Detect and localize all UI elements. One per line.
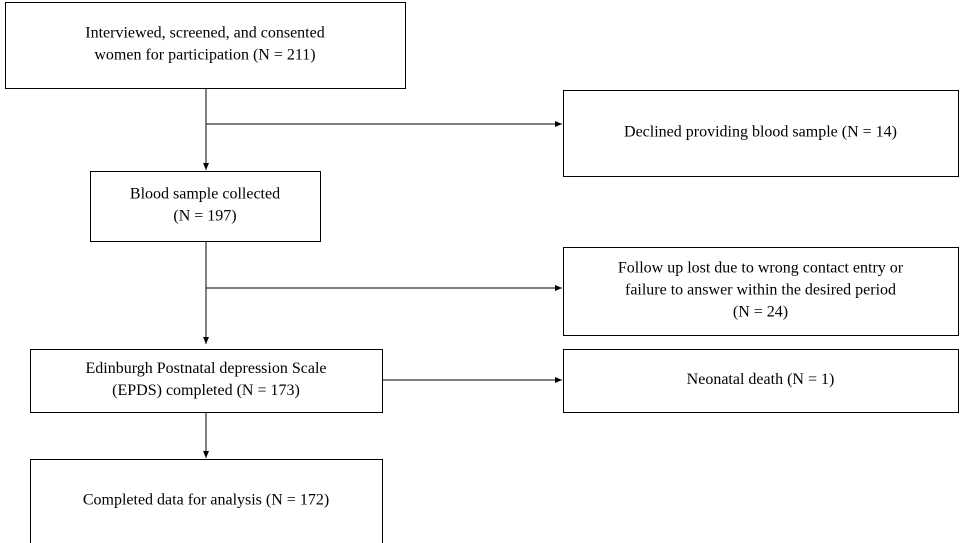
node-label: (N = 197) [173,208,236,225]
node-label: Interviewed, screened, and consented [85,25,324,42]
node-box [5,2,406,89]
node-label: Declined providing blood sample (N = 14) [624,124,897,141]
node-label: Follow up lost due to wrong contact entr… [618,260,904,277]
connectors [203,88,562,458]
node-label: failure to answer within the desired per… [625,282,896,299]
node-label: Completed data for analysis (N = 172) [83,492,329,509]
node-box [90,171,321,242]
node-box [30,349,383,413]
node-box [563,349,959,413]
node-label: Blood sample collected [130,186,280,203]
node-label: Neonatal death (N = 1) [687,371,835,388]
node-box [30,459,383,543]
boxes: Interviewed, screened, and consented wome… [5,2,959,543]
node: Completed data for analysis (N = 172) [30,459,383,543]
node: Interviewed, screened, and consented wome… [5,2,406,89]
node-label: Edinburgh Postnatal depression Scale [86,360,327,377]
node: Blood sample collected (N = 197) [90,171,321,242]
node-label: (N = 24) [733,304,788,321]
node-box [563,90,959,177]
node: Follow up lost due to wrong contact entr… [563,247,959,336]
node-label: (EPDS) completed (N = 173) [112,382,300,399]
node-label: women for participation (N = 211) [94,47,315,64]
node-box [563,247,959,336]
node: Edinburgh Postnatal depression Scale (EPD… [30,349,383,413]
node: Neonatal death (N = 1) [563,349,959,413]
node: Declined providing blood sample (N = 14) [563,90,959,177]
